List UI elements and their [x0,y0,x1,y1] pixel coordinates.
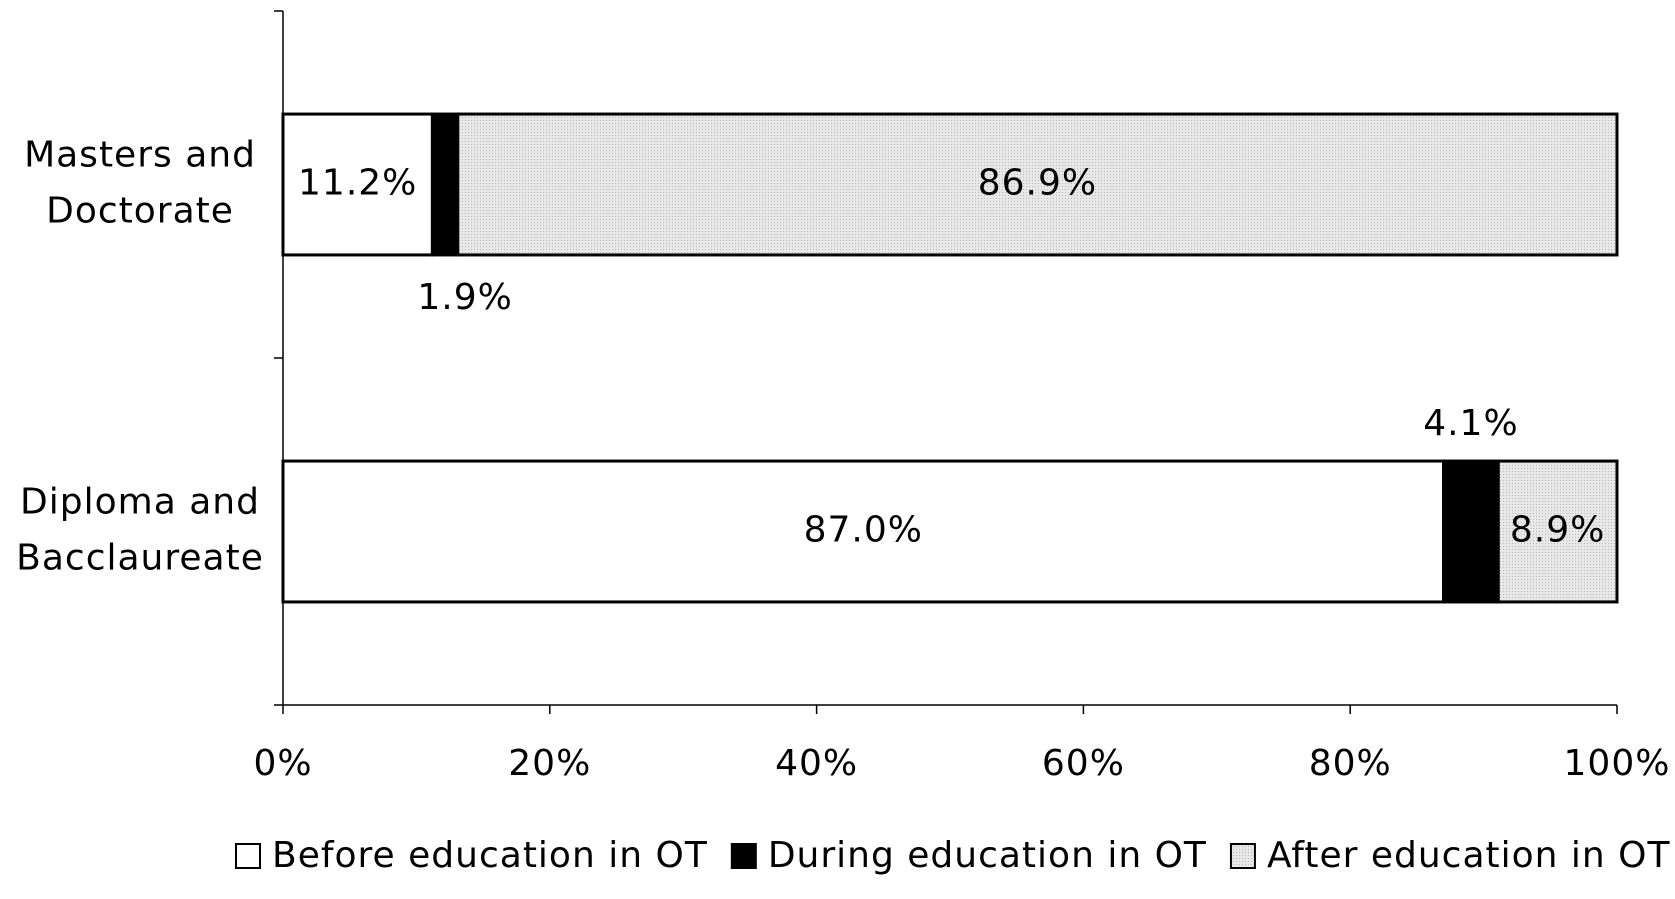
value-label: 11.2% [298,163,417,204]
bar-segment [456,112,1619,257]
category-label: Diploma and Bacclaureate [16,482,264,579]
x-tick-label: 0% [253,743,312,784]
legend-label: Before education in OT [272,835,708,876]
legend-label: During education in OT [768,835,1207,876]
value-label: 87.0% [804,510,923,551]
x-tick-label: 60% [1042,743,1125,784]
legend-swatch [235,843,261,869]
value-label: 86.9% [978,163,1097,204]
legend-swatch [1229,843,1256,869]
bar-segment [1442,459,1500,604]
legend-swatch [730,843,757,869]
bar-segment [430,112,460,257]
x-tick-label: 100% [1564,743,1671,784]
category-label: Masters and Doctorate [24,135,256,232]
x-tick-label: 20% [508,743,591,784]
value-label: 8.9% [1510,510,1605,551]
legend-label: After education in OT [1267,835,1671,876]
bar-segment [281,459,1446,604]
value-label: 1.9% [417,277,512,318]
bar-segment [1496,459,1619,604]
value-label: 4.1% [1423,403,1518,444]
x-tick-label: 40% [775,743,858,784]
x-tick-label: 80% [1309,743,1392,784]
bar-segment [281,112,434,257]
